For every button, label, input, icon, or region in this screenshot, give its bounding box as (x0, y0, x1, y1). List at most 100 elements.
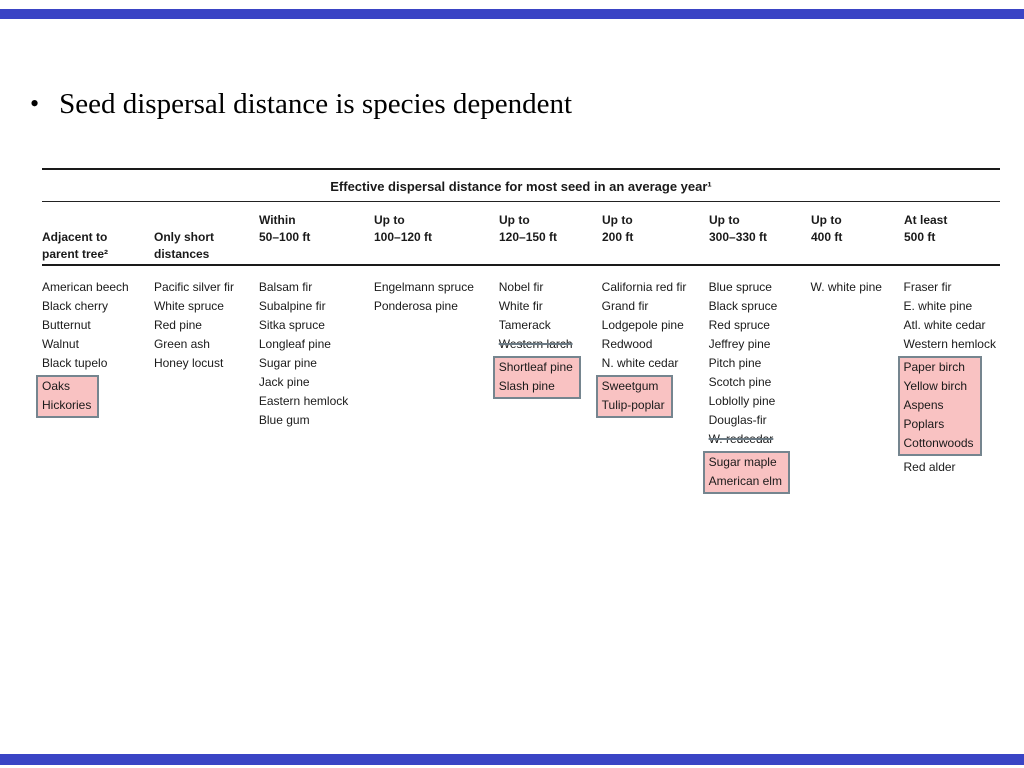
species-item: Pitch pine (708, 356, 762, 370)
species-group: Nobel fir White fir Tamerack Western larch (499, 278, 598, 354)
column-header: Up to 400 ft (811, 213, 843, 244)
highlighted-species-group: Sweetgum Tulip-poplar (595, 375, 673, 418)
species-item: Green ash (153, 337, 210, 351)
dispersal-distance-table: Effective dispersal distance for most se… (36, 168, 1000, 496)
species-item: Red spruce (708, 318, 770, 332)
species-item: Fraser fir (903, 280, 952, 294)
column-body: American beech Black cherry Butternut Walnu… (36, 278, 154, 420)
species-item: Red alder (903, 460, 956, 474)
species-item: Shortleaf pine (498, 360, 573, 374)
species-item: Longleaf pine (258, 337, 331, 351)
species-item: Jack pine (258, 375, 310, 389)
species-item: Poplars (903, 417, 945, 431)
species-item: Pacific silver fir (153, 280, 234, 294)
table-title: Effective dispersal distance for most se… (42, 170, 1000, 202)
column-body: Nobel fir White fir Tamerack Western larch S… (492, 278, 602, 401)
column-body: Engelmann spruce Ponderosa pine (374, 278, 499, 316)
species-item: Butternut (42, 318, 91, 332)
species-item: Nobel fir (498, 280, 544, 294)
species-item: Paper birch (903, 360, 965, 374)
species-item: W. white pine (810, 280, 882, 294)
species-item: Black tupelo (42, 356, 108, 370)
species-item: Walnut (42, 337, 79, 351)
column-body: Balsam fir Subalpine fir Sitka spruce Longl… (259, 278, 374, 430)
species-item: Sugar pine (258, 356, 317, 370)
column-body: Pacific silver fir White spruce Red pine Gr… (154, 278, 259, 373)
species-item: Engelmann spruce (373, 280, 474, 294)
species-item: Red pine (153, 318, 202, 332)
column-header: Up to 100–120 ft (374, 213, 433, 244)
bottom-accent-bar (0, 754, 1024, 765)
table-header-row: Adjacent to parent tree² Only short dista… (42, 202, 1000, 264)
species-group: Blue spruce Black spruce Red spruce Jeffrey… (709, 278, 807, 449)
species-item: White fir (498, 299, 543, 313)
highlighted-species-group: Paper birch Yellow birch Aspens Poplars Cott… (897, 356, 982, 456)
species-item: Sweetgum (601, 379, 659, 393)
species-item: Atl. white cedar (903, 318, 986, 332)
species-item: Loblolly pine (708, 394, 776, 408)
species-item: W. redcedar (708, 432, 774, 446)
species-item: Aspens (903, 398, 944, 412)
species-item: Subalpine fir (258, 299, 326, 313)
species-item: Yellow birch (903, 379, 968, 393)
species-item: Western hemlock (903, 337, 996, 351)
column-header: At least 500 ft (904, 213, 948, 244)
column-header: Within 50–100 ft (259, 213, 311, 244)
table-body: American beech Black cherry Butternut Walnu… (36, 266, 1000, 496)
species-item: Redwood (601, 337, 653, 351)
species-item: American elm (708, 474, 782, 488)
species-group: American beech Black cherry Butternut Walnu… (42, 278, 150, 373)
column-body: W. white pine (811, 278, 904, 297)
species-item: Jeffrey pine (708, 337, 771, 351)
bullet-marker: • (30, 89, 40, 118)
species-group: Engelmann spruce Ponderosa pine (374, 278, 495, 316)
highlighted-species-group: Shortleaf pine Slash pine (492, 356, 581, 399)
species-item: Grand fir (601, 299, 649, 313)
species-item: Oaks (42, 379, 71, 393)
species-group: Fraser fir E. white pine Atl. white cedar W… (904, 278, 996, 354)
species-item: Black cherry (42, 299, 109, 313)
species-item: Eastern hemlock (258, 394, 349, 408)
species-item: N. white cedar (601, 356, 679, 370)
species-item: Ponderosa pine (373, 299, 458, 313)
species-item: Lodgepole pine (601, 318, 684, 332)
species-item: Sitka spruce (258, 318, 325, 332)
species-item: Western larch (498, 337, 573, 351)
column-header: Up to 200 ft (602, 213, 634, 244)
species-group: Pacific silver fir White spruce Red pine Gr… (154, 278, 255, 373)
species-group: California red fir Grand fir Lodgepole pin… (602, 278, 705, 373)
species-item: Slash pine (498, 379, 555, 393)
species-item: Blue spruce (708, 280, 772, 294)
species-item: Douglas-fir (708, 413, 767, 427)
species-item: White spruce (153, 299, 224, 313)
species-group: Red alder (904, 458, 996, 477)
species-item: Tulip-poplar (601, 398, 665, 412)
column-header: Adjacent to parent tree² (42, 230, 109, 261)
slide-bullet-text: Seed dispersal distance is species depen… (59, 88, 573, 120)
column-body: Fraser fir E. white pine Atl. white cedar W… (897, 278, 1000, 477)
species-item: Balsam fir (258, 280, 313, 294)
bullet-row: • Seed dispersal distance is species dep… (30, 86, 572, 122)
highlighted-species-group: Sugar maple American elm (702, 451, 790, 494)
species-item: Cottonwoods (903, 436, 974, 450)
species-item: American beech (42, 280, 129, 294)
species-item: Tamerack (498, 318, 551, 332)
species-item: Hickories (42, 398, 92, 412)
highlighted-species-group: Oaks Hickories (36, 375, 100, 418)
column-header: Only short distances (154, 230, 215, 261)
species-item: Black spruce (708, 299, 778, 313)
top-accent-bar (0, 9, 1024, 19)
species-group: W. white pine (811, 278, 900, 297)
species-group: Balsam fir Subalpine fir Sitka spruce Longl… (259, 278, 370, 430)
column-header: Up to 300–330 ft (709, 213, 768, 244)
column-body: Blue spruce Black spruce Red spruce Jeffrey… (702, 278, 811, 496)
species-item: E. white pine (903, 299, 973, 313)
column-body: California red fir Grand fir Lodgepole pin… (595, 278, 709, 420)
species-item: Honey locust (153, 356, 224, 370)
species-item: Scotch pine (708, 375, 772, 389)
species-item: Sugar maple (708, 455, 777, 469)
header-divider-rule (42, 264, 1000, 266)
column-header: Up to 120–150 ft (499, 213, 558, 244)
species-item: Blue gum (258, 413, 310, 427)
